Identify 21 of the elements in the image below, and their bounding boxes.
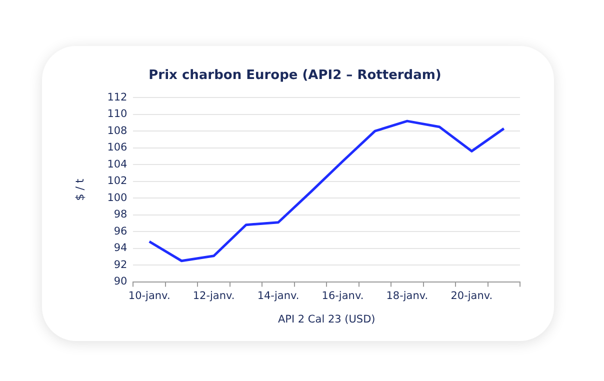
y-tick-label: 104 — [107, 158, 128, 170]
x-tick-label: 18-janv. — [386, 290, 428, 302]
x-tick-label: 12-janv. — [192, 290, 235, 302]
x-tick-label: 16-janv. — [322, 290, 364, 302]
y-tick-label: 92 — [114, 258, 128, 271]
x-tick-label: 20-janv. — [450, 290, 493, 302]
y-tick-label: 106 — [107, 142, 128, 154]
x-tick-label: 10-janv. — [128, 290, 170, 302]
y-tick-label: 96 — [114, 225, 128, 238]
y-tick-label: 98 — [114, 208, 128, 221]
y-tick-label: 110 — [107, 108, 128, 120]
y-tick-label: 112 — [107, 91, 128, 104]
chart-title: Prix charbon Europe (API2 – Rotterdam) — [148, 68, 442, 84]
y-tick-label: 102 — [107, 175, 128, 188]
y-axis-title: $ / t — [73, 178, 86, 201]
y-tick-label: 90 — [114, 276, 128, 288]
x-axis-title: API 2 Cal 23 (USD) — [278, 313, 376, 326]
y-tick-label: 94 — [114, 242, 128, 254]
y-tick-label: 100 — [107, 192, 128, 204]
x-tick-label: 14-janv. — [257, 290, 300, 302]
y-tick-label: 108 — [107, 124, 128, 137]
